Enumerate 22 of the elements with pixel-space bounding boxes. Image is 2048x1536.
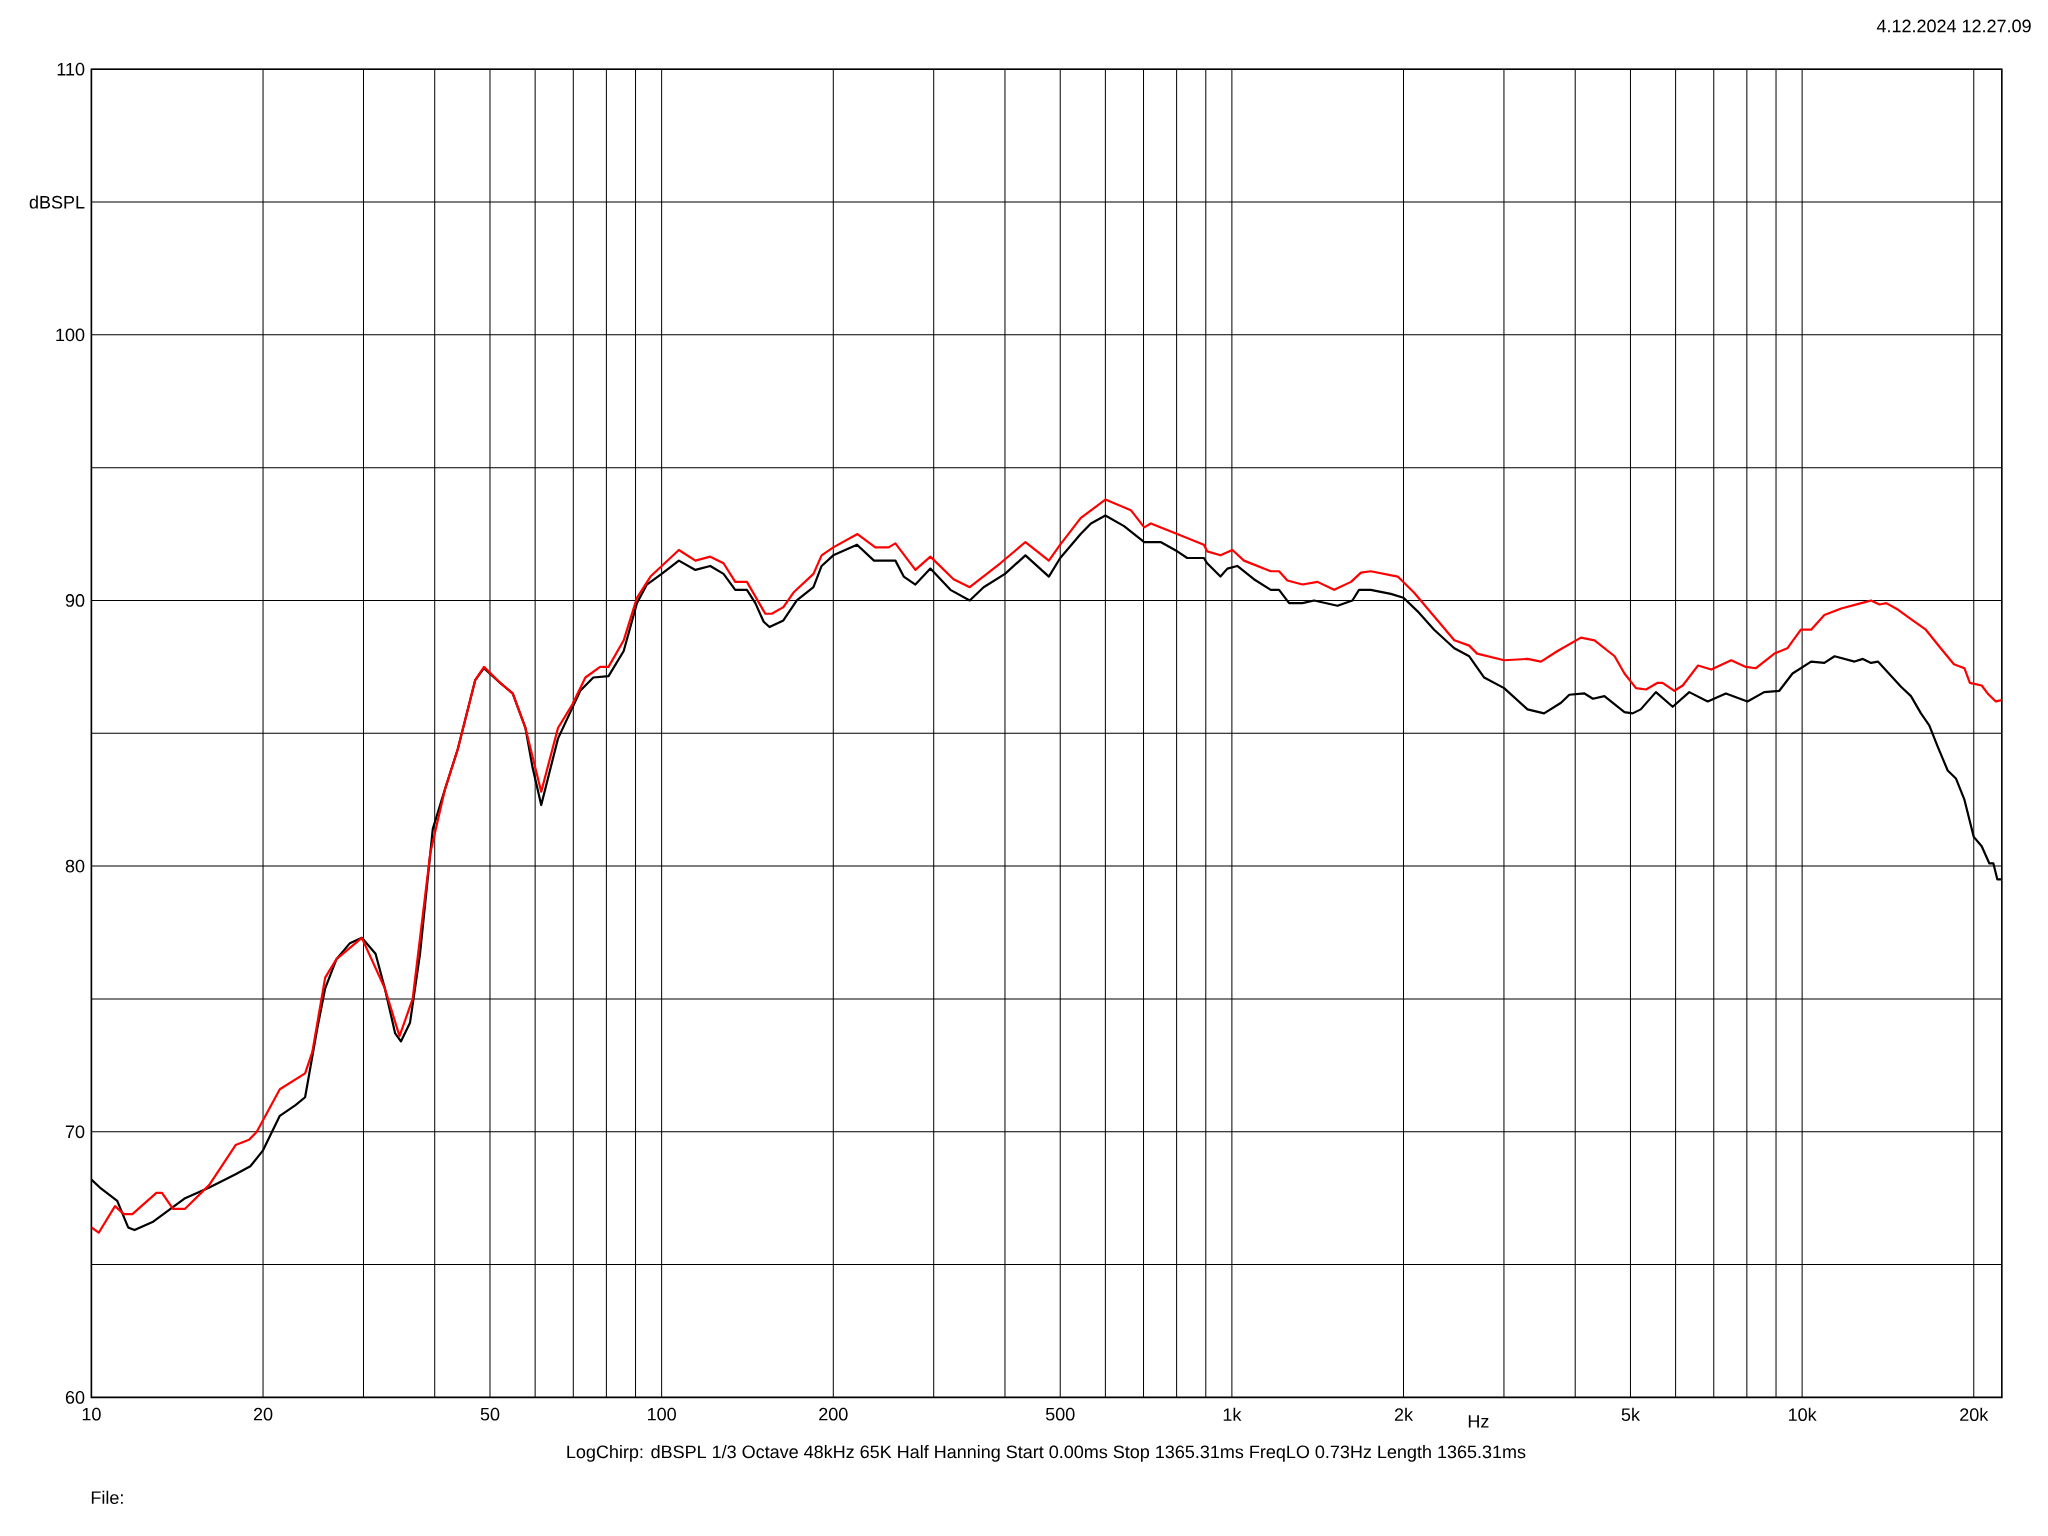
x-tick-label: 500 — [1045, 1407, 1075, 1421]
x-tick-label: 5k — [1621, 1407, 1640, 1422]
text: File: — [91, 1490, 123, 1505]
x-tick-label: 200 — [819, 1407, 848, 1421]
x-tick-label: 1k — [1223, 1407, 1242, 1421]
y-axis-title: dBSPL — [29, 195, 85, 209]
x-tick-label: 10k — [1788, 1407, 1817, 1422]
x-tick-label: 20 — [253, 1407, 273, 1421]
x-axis-title: Hz — [1468, 1415, 1489, 1428]
y-tick-label: 80 — [65, 859, 85, 873]
text: LogChirp: dBSPL 1/3 Octave 48kHz 65K Half Hanning Start 0.00ms Stop 1365.31ms FreqLO 0.73Hz Length 1365.31ms — [567, 1445, 1526, 1462]
x-tick-label: 10 — [82, 1407, 101, 1421]
y-tick-label: 60 — [65, 1391, 85, 1404]
y-tick-label: 110 — [57, 62, 85, 76]
y-tick-label: 90 — [65, 594, 85, 607]
x-tick-label: 2k — [1394, 1407, 1414, 1421]
y-tick-label: 70 — [65, 1125, 85, 1139]
y-tick-label: 100 — [56, 328, 85, 342]
x-tick-label: 50 — [480, 1407, 500, 1421]
text: 4.12.2024 12.27.09 — [1876, 19, 2031, 33]
x-tick-label: 20k — [1960, 1407, 1989, 1422]
x-tick-label: 100 — [648, 1407, 676, 1421]
